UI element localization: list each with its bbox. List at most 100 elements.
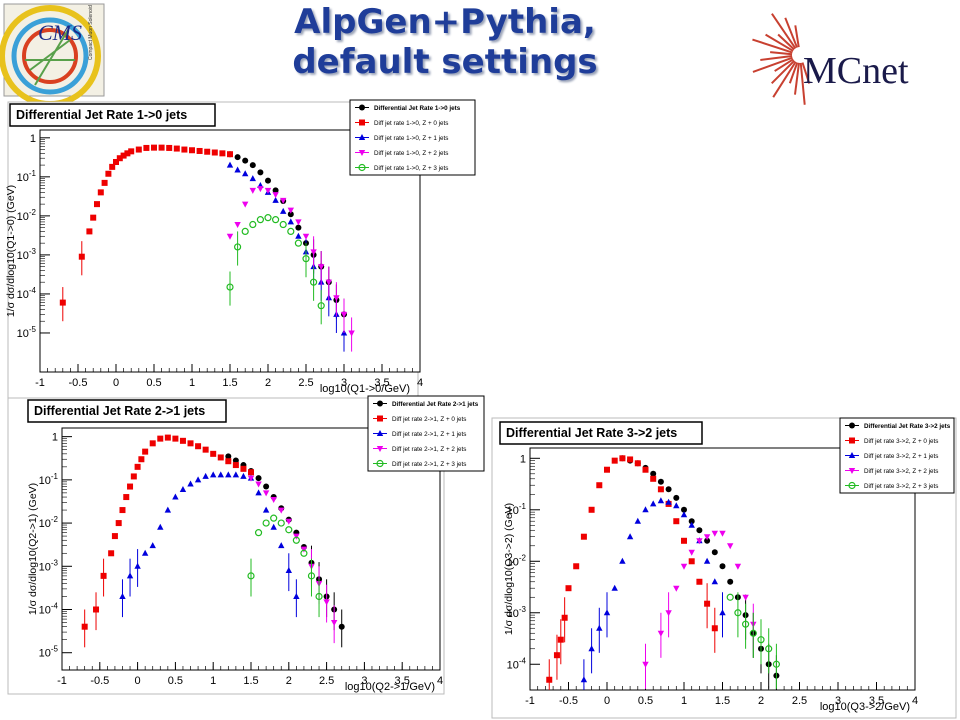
data-point xyxy=(338,623,345,630)
data-point xyxy=(78,253,85,260)
legend-marker xyxy=(358,134,366,140)
data-point xyxy=(135,146,142,153)
series-3 xyxy=(642,530,757,689)
data-point xyxy=(115,520,122,527)
legend-marker xyxy=(358,150,366,156)
data-point xyxy=(270,497,277,504)
y-axis-label: 1/σ dσ/dlog10(Q3->2) (GeV) xyxy=(503,503,515,635)
legend-marker xyxy=(376,430,384,436)
data-point xyxy=(285,518,292,525)
legend-entry: Diff jet rate 2->1, Z + 3 jets xyxy=(392,461,466,468)
data-point xyxy=(696,527,703,534)
data-point xyxy=(97,189,104,196)
data-point xyxy=(293,592,300,599)
y-tick-label: 10-2 xyxy=(39,515,59,530)
series-1 xyxy=(81,434,254,648)
data-point xyxy=(232,471,240,478)
legend-marker xyxy=(848,452,856,458)
data-point xyxy=(241,227,249,236)
data-point xyxy=(573,563,580,570)
legend-entry: Diff jet rate 2->1, Z + 0 jets xyxy=(392,416,466,423)
data-point xyxy=(673,494,680,501)
data-point xyxy=(348,330,355,337)
x-tick-label: -1 xyxy=(525,695,535,707)
data-point xyxy=(580,533,587,540)
data-point xyxy=(634,460,641,467)
x-tick-label: 2.5 xyxy=(319,675,334,687)
legend-entry: Diff jet rate 3->2, Z + 1 jets xyxy=(864,453,938,460)
legend-marker xyxy=(848,468,856,474)
legend-marker xyxy=(377,415,383,422)
data-point xyxy=(657,486,664,493)
chart-legend: Differential Jet Rate 3->2 jets Diff jet … xyxy=(839,417,955,494)
data-point xyxy=(703,534,711,541)
data-point xyxy=(611,457,618,464)
data-point xyxy=(164,506,172,513)
data-point xyxy=(287,211,294,218)
x-tick-label: 1.5 xyxy=(222,377,237,389)
legend-marker xyxy=(359,104,365,111)
data-point xyxy=(234,243,242,251)
data-point xyxy=(234,154,241,161)
data-point xyxy=(172,493,179,500)
data-point xyxy=(596,482,603,489)
data-point xyxy=(295,232,302,239)
data-point xyxy=(307,572,316,580)
legend-marker xyxy=(359,119,365,126)
data-point xyxy=(179,485,187,492)
y-tick-label: 10-4 xyxy=(507,656,527,671)
data-point xyxy=(86,228,93,235)
mcnet-ray xyxy=(801,62,811,84)
data-point xyxy=(580,676,588,683)
data-point xyxy=(603,609,611,616)
data-point xyxy=(120,152,127,159)
legend-box xyxy=(367,395,485,472)
legend-entry: Differential Jet Rate 3->2 jets xyxy=(864,423,951,430)
data-point xyxy=(187,480,194,487)
data-point xyxy=(157,523,164,530)
data-point xyxy=(202,446,209,453)
data-point xyxy=(688,558,695,565)
data-point xyxy=(116,155,123,162)
data-point xyxy=(123,494,130,501)
x-tick-label: 3 xyxy=(835,695,841,707)
mcnet-ray xyxy=(771,13,797,49)
data-point xyxy=(124,150,131,157)
data-point xyxy=(719,530,726,537)
y-tick-label: 1 xyxy=(30,133,36,145)
data-point xyxy=(272,192,279,199)
data-point xyxy=(688,521,695,528)
x-tick-label: 2 xyxy=(265,377,271,389)
data-point xyxy=(134,463,141,470)
data-point xyxy=(726,593,734,601)
data-point xyxy=(650,500,657,507)
data-point xyxy=(272,196,279,203)
x-tick-label: 2 xyxy=(286,675,292,687)
data-point xyxy=(202,472,209,479)
x-tick-label: 1 xyxy=(210,675,216,687)
data-point xyxy=(158,144,165,151)
data-point xyxy=(287,227,295,236)
x-tick-label: 0.5 xyxy=(638,695,653,707)
data-point xyxy=(673,585,680,592)
x-tick-label: 4 xyxy=(437,675,443,687)
data-point xyxy=(255,475,262,482)
data-point xyxy=(742,594,749,601)
data-point xyxy=(225,453,232,460)
data-point xyxy=(650,475,657,482)
data-point xyxy=(696,538,703,545)
data-point xyxy=(711,625,718,632)
x-tick-label: 3.5 xyxy=(395,675,410,687)
data-point xyxy=(300,549,308,557)
data-point xyxy=(703,557,711,564)
x-tick-label: 2 xyxy=(758,695,764,707)
data-point xyxy=(287,207,294,214)
data-point xyxy=(318,264,325,271)
data-point xyxy=(688,518,695,525)
mcnet-ray xyxy=(794,25,800,48)
legend-entry: Diff jet rate 3->2, Z + 3 jets xyxy=(864,483,938,490)
chart-legend: Differential Jet Rate 2->1 jets Diff jet … xyxy=(367,395,485,472)
data-point xyxy=(681,537,687,544)
data-point xyxy=(94,201,100,208)
data-point xyxy=(270,514,278,522)
